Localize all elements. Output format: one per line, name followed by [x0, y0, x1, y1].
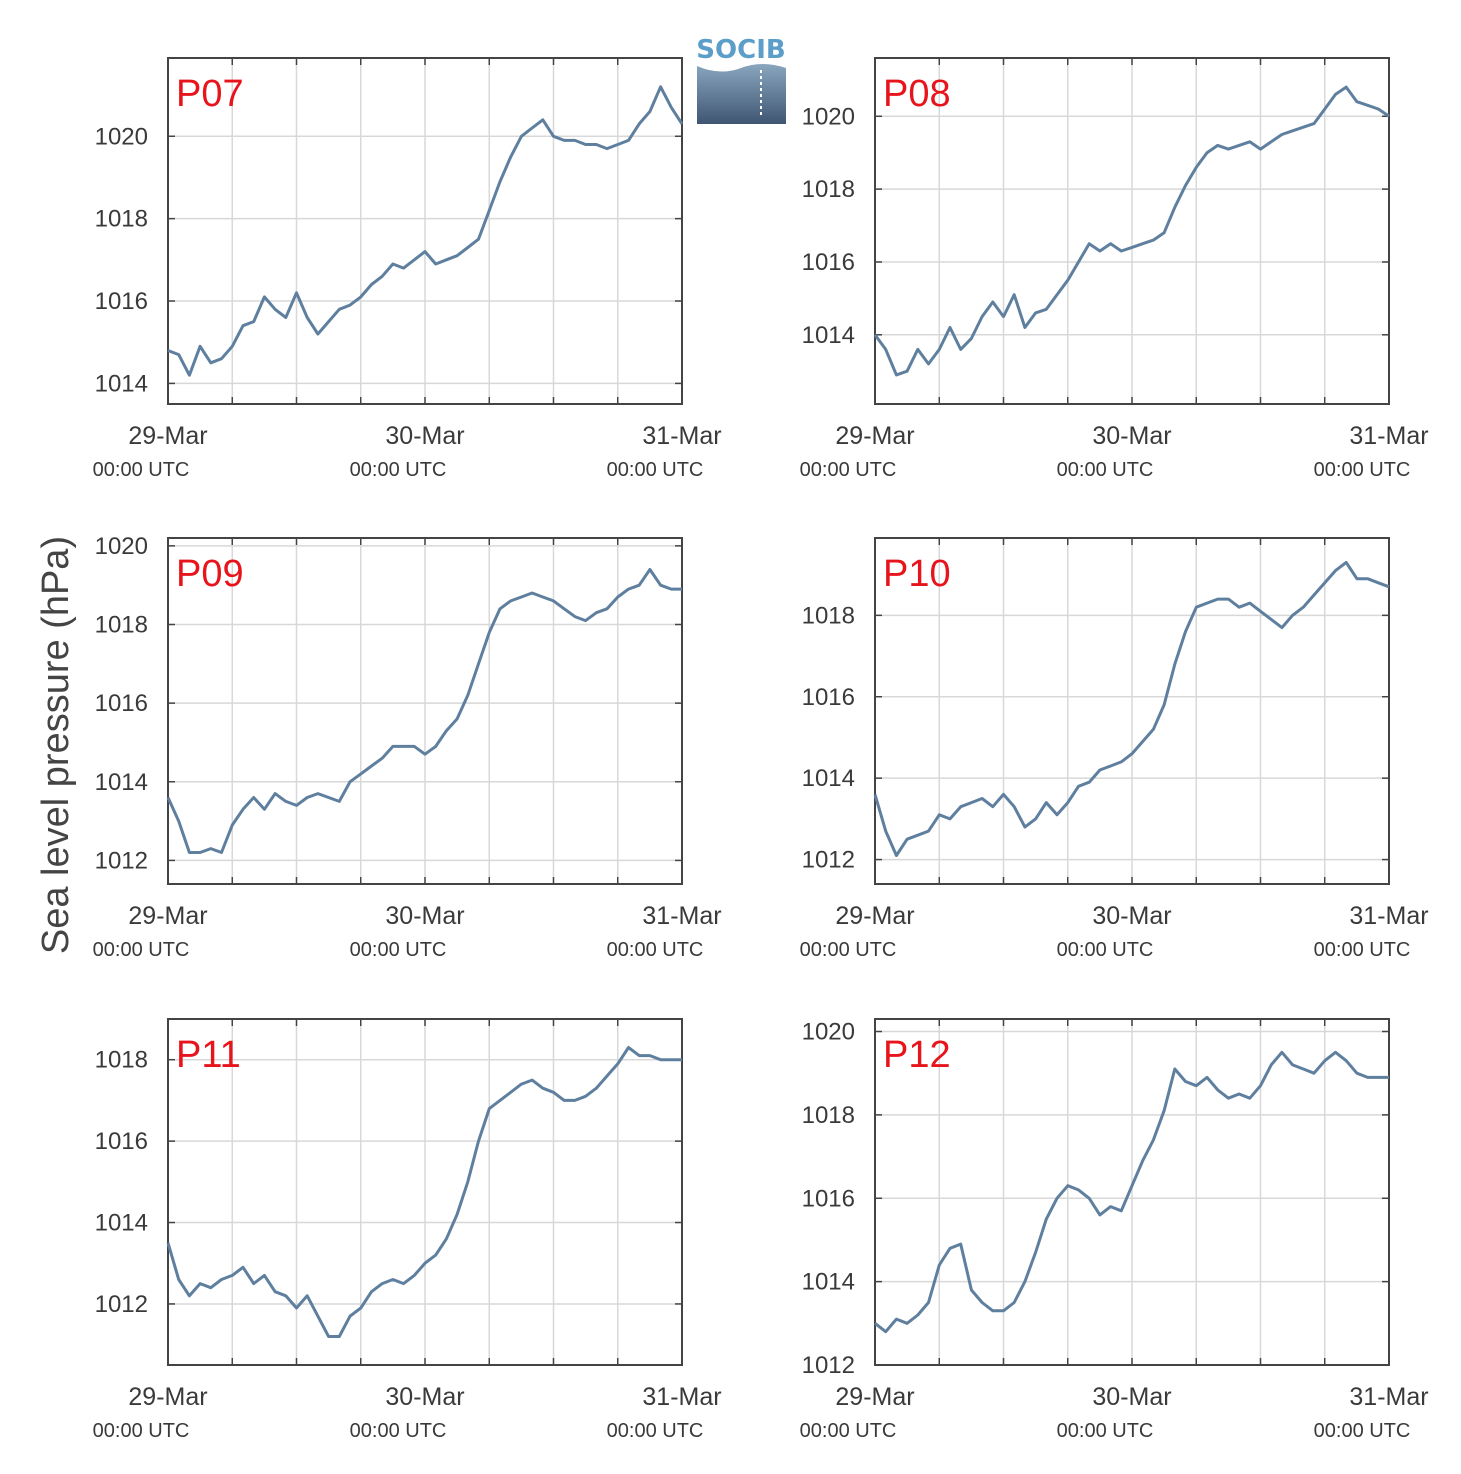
- x-tick-label-date: 31-Mar: [1349, 902, 1428, 930]
- x-tick-label-time: 00:00 UTC: [607, 459, 704, 481]
- x-tick-label-time: 00:00 UTC: [607, 939, 704, 961]
- y-tick-label: 1020: [802, 1019, 855, 1046]
- y-tick-label: 1020: [95, 123, 148, 150]
- panel-label: P10: [883, 553, 951, 595]
- panel-label: P07: [176, 73, 244, 115]
- y-tick-label: 1016: [802, 684, 855, 711]
- panel-p11: 1012 1014 1016 1018 29-Mar 00:00 UTC 30-Mar 00:…: [93, 1018, 722, 1442]
- y-tick-label: 1020: [95, 533, 148, 560]
- x-tick-label-time: 00:00 UTC: [1057, 1420, 1154, 1442]
- x-tick-label-time: 00:00 UTC: [800, 1420, 897, 1442]
- y-tick-label: 1016: [802, 249, 855, 276]
- x-tick-label-time: 00:00 UTC: [1057, 939, 1154, 961]
- x-tick-label-time: 00:00 UTC: [800, 459, 897, 481]
- y-tick-label: 1012: [95, 1291, 148, 1318]
- x-tick-label-date: 30-Mar: [385, 902, 464, 930]
- x-tick-label-date: 29-Mar: [835, 902, 914, 930]
- series-line-p10: [873, 560, 1390, 857]
- series-line-p11: [166, 1046, 682, 1338]
- x-tick-label-time: 00:00 UTC: [350, 1420, 447, 1442]
- logo-text: SOCIB: [696, 35, 785, 65]
- series-line-p08: [873, 85, 1390, 377]
- y-tick-label: 1018: [802, 1102, 855, 1129]
- x-tick-label-date: 29-Mar: [835, 1383, 914, 1411]
- panel-p12: 1012 1014 1016 1018 1020 29-Mar 00:00 UTC 30-Ma…: [800, 1018, 1429, 1442]
- y-tick-label: 1012: [802, 847, 855, 874]
- series-line-p09: [166, 568, 682, 854]
- x-tick-label-date: 29-Mar: [128, 422, 207, 450]
- x-tick-label-time: 00:00 UTC: [350, 939, 447, 961]
- y-tick-label: 1014: [95, 769, 148, 796]
- x-tick-label-time: 00:00 UTC: [350, 459, 447, 481]
- series-line-p07: [167, 85, 684, 377]
- y-tick-label: 1012: [95, 847, 148, 874]
- x-tick-label-date: 29-Mar: [128, 1383, 207, 1411]
- x-tick-label-date: 31-Mar: [1349, 1383, 1428, 1411]
- panel-label: P09: [176, 553, 244, 595]
- y-tick-label: 1014: [802, 765, 855, 792]
- x-tick-label-time: 00:00 UTC: [93, 939, 190, 961]
- y-tick-label: 1018: [95, 206, 148, 233]
- y-tick-label: 1016: [95, 288, 148, 315]
- y-tick-label: 1018: [95, 1047, 148, 1074]
- y-tick-label: 1018: [802, 176, 855, 203]
- x-tick-label-date: 29-Mar: [128, 902, 207, 930]
- x-tick-label-time: 00:00 UTC: [1057, 459, 1154, 481]
- x-tick-label-date: 31-Mar: [642, 1383, 721, 1411]
- y-tick-label: 1016: [95, 690, 148, 717]
- y-axis-label: Sea level pressure (hPa): [35, 536, 77, 954]
- x-tick-label-time: 00:00 UTC: [800, 939, 897, 961]
- x-tick-label-time: 00:00 UTC: [1314, 459, 1411, 481]
- x-tick-label-date: 30-Mar: [385, 1383, 464, 1411]
- y-tick-label: 1012: [802, 1352, 855, 1379]
- x-tick-label-date: 30-Mar: [1092, 1383, 1171, 1411]
- panel-p09: 1012 1014 1016 1018 1020 29-Mar 00:00 UTC 30-Ma…: [93, 533, 722, 961]
- x-tick-label-date: 31-Mar: [642, 902, 721, 930]
- x-tick-label-time: 00:00 UTC: [607, 1420, 704, 1442]
- panel-p10: 1012 1014 1016 1018 29-Mar 00:00 UTC 30-Mar 00:…: [800, 537, 1429, 961]
- y-tick-label: 1018: [95, 612, 148, 639]
- x-tick-label-date: 29-Mar: [835, 422, 914, 450]
- series-line-p12: [874, 1050, 1389, 1334]
- panel-label: P08: [883, 73, 951, 115]
- x-tick-label-date: 30-Mar: [385, 422, 464, 450]
- x-tick-label-time: 00:00 UTC: [1314, 1420, 1411, 1442]
- y-tick-label: 1020: [802, 103, 855, 130]
- x-tick-label-date: 30-Mar: [1092, 422, 1171, 450]
- x-tick-label-time: 00:00 UTC: [93, 459, 190, 481]
- y-tick-label: 1016: [802, 1185, 855, 1212]
- y-tick-label: 1014: [95, 370, 148, 397]
- y-tick-label: 1014: [802, 322, 855, 349]
- socib-logo: SOCIB: [696, 35, 786, 124]
- x-tick-label-time: 00:00 UTC: [1314, 939, 1411, 961]
- x-tick-label-time: 00:00 UTC: [93, 1420, 190, 1442]
- panel-p07: 1014 1016 1018 1020 29-Mar 00:00 UTC 30-Mar 00:…: [93, 57, 722, 481]
- panel-p08: 1014 1016 1018 1020 29-Mar 00:00 UTC 30-Mar 00:…: [800, 57, 1429, 481]
- y-tick-label: 1018: [802, 602, 855, 629]
- x-tick-label-date: 31-Mar: [1349, 422, 1428, 450]
- x-tick-label-date: 31-Mar: [642, 422, 721, 450]
- panel-label: P11: [176, 1034, 241, 1076]
- panel-label: P12: [883, 1034, 951, 1076]
- x-tick-label-date: 30-Mar: [1092, 902, 1171, 930]
- y-tick-label: 1014: [95, 1210, 148, 1237]
- y-tick-label: 1014: [802, 1269, 855, 1296]
- y-tick-label: 1016: [95, 1128, 148, 1155]
